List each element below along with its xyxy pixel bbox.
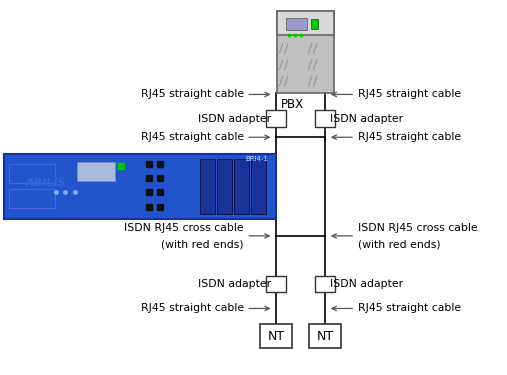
Text: RJ45 straight cable: RJ45 straight cable [357,132,461,142]
FancyBboxPatch shape [315,111,335,127]
FancyBboxPatch shape [77,162,116,182]
Text: NT: NT [267,330,284,343]
Text: (with red ends): (with red ends) [357,239,440,249]
FancyBboxPatch shape [234,159,249,214]
FancyBboxPatch shape [311,19,317,29]
Text: ISDN adapter: ISDN adapter [198,279,271,289]
FancyBboxPatch shape [251,159,266,214]
Text: ISDN adapter: ISDN adapter [330,114,404,124]
Text: RJ45 straight cable: RJ45 straight cable [140,90,244,99]
FancyBboxPatch shape [309,324,341,348]
Text: BRI4-1: BRI4-1 [245,156,268,162]
Text: (with red ends): (with red ends) [161,239,244,249]
FancyBboxPatch shape [260,324,292,348]
FancyBboxPatch shape [277,11,334,93]
FancyBboxPatch shape [285,18,307,30]
Text: ISDN adapter: ISDN adapter [330,279,404,289]
FancyBboxPatch shape [266,111,286,127]
Text: RJ45 straight cable: RJ45 straight cable [357,303,461,313]
FancyBboxPatch shape [266,276,286,292]
Text: PBX: PBX [281,98,304,111]
FancyBboxPatch shape [4,154,276,219]
FancyBboxPatch shape [315,276,335,292]
Text: RJ45 straight cable: RJ45 straight cable [140,303,244,313]
FancyBboxPatch shape [217,159,232,214]
Text: ISDN adapter: ISDN adapter [198,114,271,124]
FancyBboxPatch shape [200,159,214,214]
Text: ISDN RJ45 cross cable: ISDN RJ45 cross cable [357,223,477,233]
Text: RJ45 straight cable: RJ45 straight cable [357,90,461,99]
Text: NT: NT [317,330,334,343]
FancyBboxPatch shape [277,11,334,35]
Text: ISDN RJ45 cross cable: ISDN RJ45 cross cable [124,223,244,233]
Text: RJ45 straight cable: RJ45 straight cable [140,132,244,142]
Text: ABILIS: ABILIS [26,178,66,188]
